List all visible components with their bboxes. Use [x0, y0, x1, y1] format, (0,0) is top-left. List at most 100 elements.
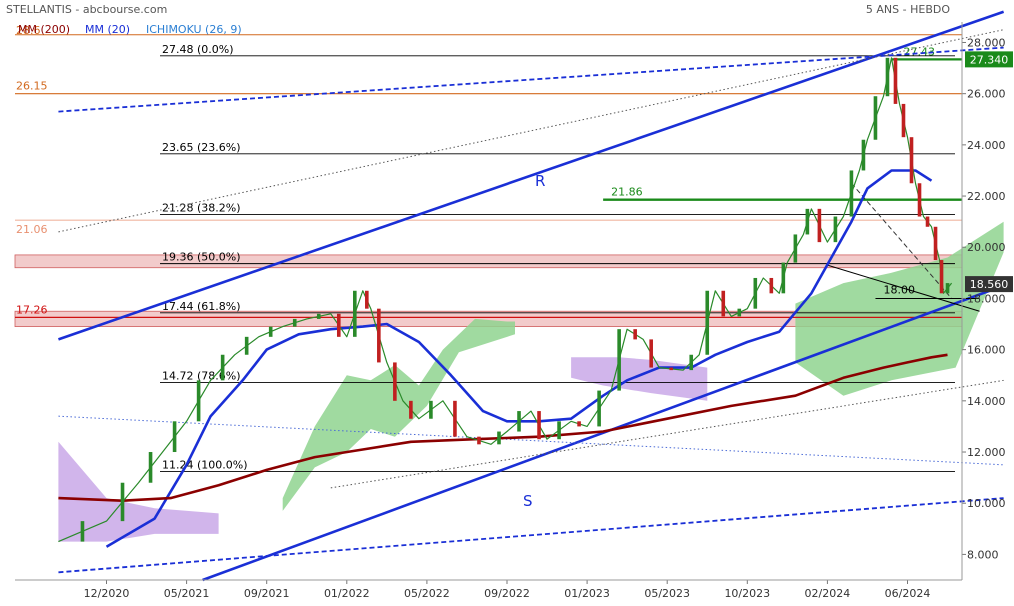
y-tick-label-7: 22.000	[967, 190, 1006, 203]
annotation-1: S	[523, 492, 533, 510]
x-tick-label-6: 01/2023	[564, 587, 610, 600]
chart-header: STELLANTIS - abcbourse.com 5 ANS - HEBDO…	[6, 3, 950, 36]
fib-label-3: 19.36 (50.0%)	[162, 251, 241, 264]
y-tick-label-9: 26.000	[967, 88, 1006, 101]
candle-51	[939, 260, 944, 294]
candle-10	[316, 313, 321, 319]
axes: 8.000 10.000 12.000 14.000 16.000 18.000 20.00…	[15, 22, 1006, 600]
candle-34	[753, 277, 758, 309]
candle-9	[292, 318, 297, 327]
cloud-1	[58, 441, 219, 542]
y-tick-label-0: 8.000	[967, 548, 999, 561]
y-tick-label-8: 24.000	[967, 139, 1006, 152]
y-tick-label-6: 20.000	[967, 241, 1006, 254]
annotation-0: R	[535, 172, 545, 190]
candle-8	[268, 326, 273, 337]
hline-label-3: 17.26	[16, 303, 48, 316]
price-tag-label-0: 27.340	[970, 53, 1009, 66]
x-tick-label-1: 05/2021	[164, 587, 210, 600]
candle-48	[917, 183, 922, 217]
trendline-0	[58, 10, 1005, 341]
hline-label-4: 21.86	[611, 186, 643, 199]
candle-11	[336, 313, 341, 337]
x-tick-label-0: 12/2020	[84, 587, 130, 600]
y-tick-label-10: 28.000	[967, 36, 1006, 49]
candle-36	[781, 262, 786, 294]
candle-14	[377, 308, 381, 363]
candle-49	[925, 216, 930, 227]
candle-17	[429, 400, 433, 419]
x-tick-label-4: 05/2022	[404, 587, 450, 600]
zone-0	[14, 254, 963, 269]
x-tick-label-2: 09/2021	[244, 587, 290, 600]
y-tick-label-5: 18.000	[967, 292, 1006, 305]
trendlines	[58, 10, 1005, 582]
trendline-7	[851, 182, 952, 299]
x-tick-label-5: 09/2022	[484, 587, 530, 600]
candle-44	[885, 57, 890, 97]
candle-31	[705, 290, 710, 355]
fib-label-6: 11.24 (100.0%)	[162, 458, 248, 471]
candle-46	[901, 103, 906, 138]
candle-45	[893, 57, 898, 104]
annotations: R S 18.00	[523, 172, 915, 510]
y-tick-label-4: 16.000	[967, 344, 1006, 357]
candle-27	[633, 329, 637, 340]
candle-42	[861, 139, 866, 171]
hline-label-2: 21.06	[16, 223, 48, 236]
candle-25	[597, 390, 601, 427]
trendline-6	[330, 379, 1004, 489]
x-tick-label-10: 06/2024	[885, 587, 931, 600]
candle-19	[477, 436, 481, 445]
candle-4	[172, 421, 177, 453]
trendline-2	[58, 46, 1004, 113]
candle-32	[721, 290, 726, 317]
legend-ichimoku: ICHIMOKU (26, 9)	[146, 23, 242, 36]
x-tick-label-7: 05/2023	[644, 587, 690, 600]
y-tick-label-2: 12.000	[967, 446, 1006, 459]
trendline-5	[58, 29, 1004, 233]
candle-38	[805, 208, 810, 235]
x-tick-label-8: 10/2023	[724, 587, 770, 600]
candle-23	[557, 421, 561, 440]
fib-label-5: 14.72 (78.6%)	[162, 369, 241, 382]
hline-label-5: 27.43	[903, 45, 935, 58]
candle-2	[120, 482, 125, 522]
candle-21	[517, 411, 521, 432]
trendline-8	[827, 264, 980, 312]
horizontal-levels: 28.6 26.15 21.06 17.26 21.86 27.43	[15, 24, 962, 318]
candle-29	[669, 367, 674, 371]
y-tick-label-3: 14.000	[967, 395, 1006, 408]
candle-1	[80, 521, 85, 542]
legend-mm20: MM (20)	[85, 23, 130, 36]
price-tag-label-1: 18.560	[970, 278, 1009, 291]
cloud-0	[282, 318, 515, 511]
candle-26	[617, 329, 621, 391]
candle-30	[689, 354, 694, 371]
hline-label-1: 26.15	[16, 80, 48, 93]
candle-40	[833, 216, 838, 243]
price-tag-box-0	[965, 51, 1013, 68]
candle-35	[769, 277, 774, 294]
price-series	[58, 57, 953, 548]
fib-label-1: 23.65 (23.6%)	[162, 141, 241, 154]
legend-mm200: MM (200)	[18, 23, 70, 36]
candle-37	[793, 234, 798, 263]
candle-18	[453, 400, 457, 437]
price-tags: 27.340 18.560	[965, 51, 1013, 293]
candle-24	[577, 421, 581, 427]
fib-label-4: 17.44 (61.8%)	[162, 300, 241, 313]
trendline-4	[58, 415, 1004, 466]
candle-52	[945, 283, 950, 294]
annotation-2: 18.00	[883, 283, 915, 296]
candle-20	[497, 431, 501, 445]
candle-7	[244, 336, 249, 355]
candle-3	[148, 452, 153, 483]
candle-33	[737, 308, 742, 317]
candle-6	[220, 354, 225, 381]
fib-label-2: 21.28 (38.2%)	[162, 201, 241, 214]
candle-22	[537, 411, 541, 440]
cloud-3	[795, 221, 1004, 396]
candle-12	[353, 290, 357, 337]
